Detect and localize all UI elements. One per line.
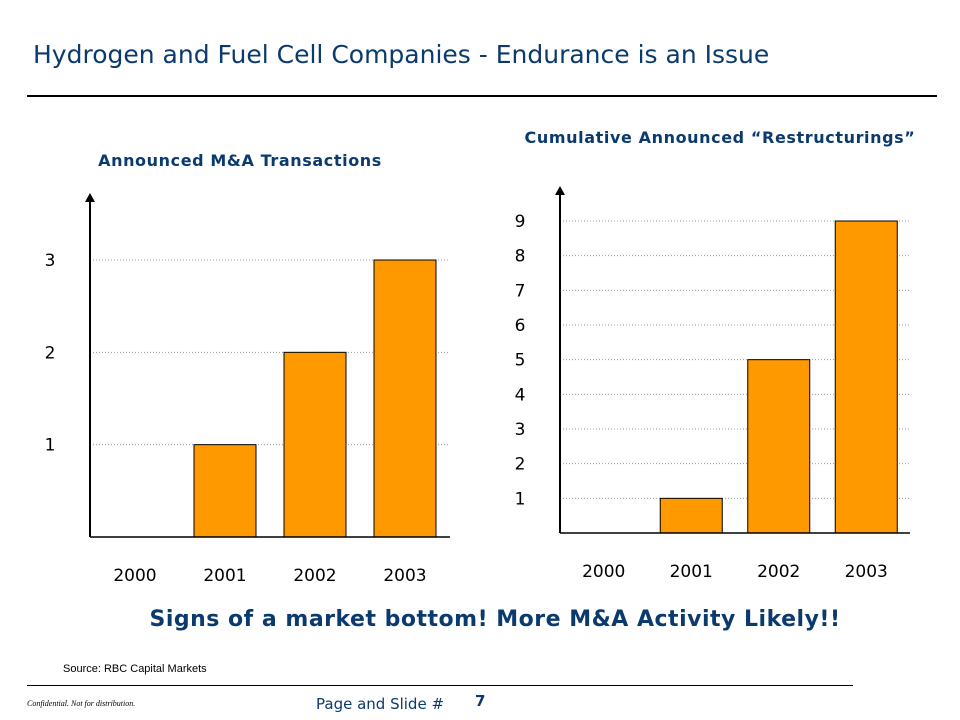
y-tick-label: 9: [515, 212, 526, 232]
chart-2-title: Cumulative Announced “Restructurings”: [524, 128, 916, 147]
x-tick-label: 2003: [845, 562, 888, 582]
x-tick-label: 2000: [582, 562, 625, 582]
y-tick-label: 5: [515, 351, 526, 371]
y-tick-label: 7: [515, 281, 526, 301]
y-tick-label: 3: [45, 251, 56, 271]
x-tick-label: 2001: [203, 566, 246, 586]
y-tick-label: 6: [515, 316, 526, 336]
footer-divider: [27, 685, 853, 686]
y-tick-label: 2: [515, 455, 526, 475]
y-tick-label: 3: [515, 420, 526, 440]
bar-2001: [193, 444, 257, 538]
x-tick-label: 2002: [293, 566, 336, 586]
x-tick-label: 2003: [383, 566, 426, 586]
x-tick-label: 2002: [757, 562, 800, 582]
y-axis-arrow: [85, 193, 95, 202]
y-tick-label: 1: [515, 489, 526, 509]
bar-2003: [834, 220, 898, 534]
headline: Signs of a market bottom! More M&A Activ…: [149, 607, 841, 632]
chart-1-title: Announced M&A Transactions: [98, 151, 382, 170]
ma-transactions-chart: 1 2 3 2000 2001 2002 2003: [45, 193, 450, 586]
y-axis-arrow: [555, 186, 565, 195]
page-number: 7: [475, 692, 486, 710]
title-divider: [27, 95, 937, 97]
y-tick-label: 4: [515, 385, 526, 405]
x-tick-label: 2000: [113, 566, 156, 586]
y-tick-label: 8: [515, 247, 526, 267]
restructurings-chart: 1 2 3 4 5 6 7 8 9 2000 2001 2002 2003: [515, 186, 910, 582]
bar-2003: [373, 259, 437, 538]
page-label: Page and Slide #: [316, 695, 445, 713]
confidential-note: Confidential. Not for distribution.: [27, 699, 136, 708]
bar-2002: [747, 359, 811, 534]
bar-2001: [659, 497, 723, 534]
y-tick-label: 2: [45, 343, 56, 363]
bar-2002: [283, 351, 347, 538]
y-tick-label: 1: [45, 436, 56, 456]
slide-title: Hydrogen and Fuel Cell Companies - Endur…: [33, 40, 770, 69]
source-note: Source: RBC Capital Markets: [63, 663, 207, 675]
x-tick-label: 2001: [670, 562, 713, 582]
